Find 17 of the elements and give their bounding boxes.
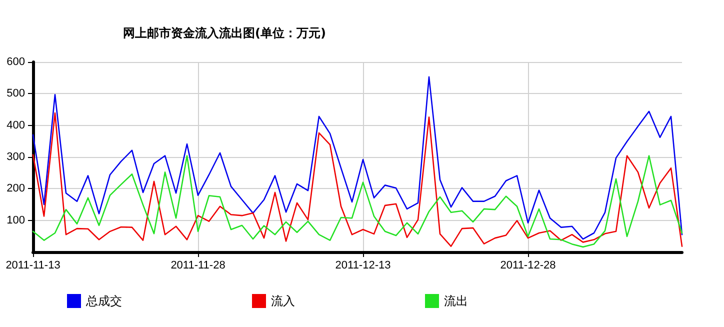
y-tick-label: 200 xyxy=(6,182,25,195)
line-series xyxy=(32,155,683,248)
y-tick-label: 300 xyxy=(6,151,25,163)
y-tick-label: 600 xyxy=(6,56,25,68)
chart-title: 网上邮市资金流入流出图(单位：万元) xyxy=(123,26,326,40)
y-tick-label: 100 xyxy=(6,214,25,226)
y-tick-label: 500 xyxy=(6,88,25,100)
x-tick-label: 2011-11-13 xyxy=(6,260,60,272)
line-series xyxy=(32,76,683,240)
legend-label: 流出 xyxy=(444,294,468,308)
y-tick-label: 400 xyxy=(6,119,25,132)
x-tick-label: 2011-12-13 xyxy=(335,260,391,272)
legend-label: 流入 xyxy=(271,294,295,308)
line-series xyxy=(32,112,683,247)
x-tick-label: 2011-12-28 xyxy=(500,260,556,272)
x-tick-label: 2011-11-28 xyxy=(170,260,226,272)
legend-label: 总成交 xyxy=(85,294,122,308)
